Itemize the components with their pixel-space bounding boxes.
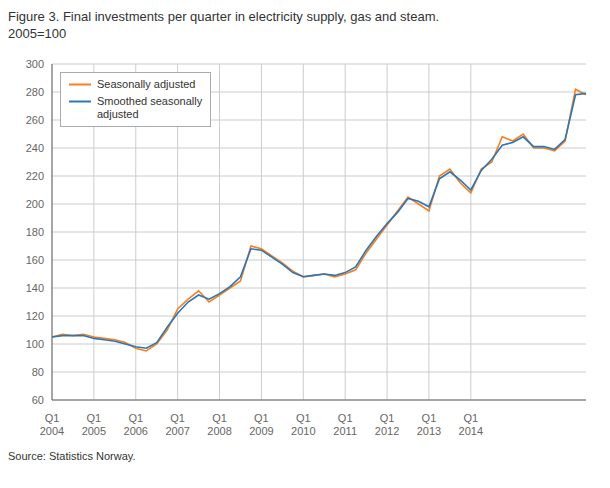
svg-text:160: 160 [26,254,44,266]
svg-text:300: 300 [26,58,44,70]
svg-text:Q12007: Q12007 [165,412,189,437]
svg-text:80: 80 [32,366,44,378]
svg-text:60: 60 [32,394,44,406]
html-text:Source: Statistics Norway.: Source: Statistics Norway. [8,450,136,462]
html-text:Figure 3. Final investments pe: Figure 3. Final investments per quarter … [8,9,440,24]
svg-text:200: 200 [26,198,44,210]
svg-text:100: 100 [26,338,44,350]
svg-text:Q12013: Q12013 [417,412,441,437]
svg-text:140: 140 [26,282,44,294]
svg-text:280: 280 [26,86,44,98]
svg-text:180: 180 [26,226,44,238]
svg-text:Q12012: Q12012 [375,412,399,437]
html-text:adjusted: adjusted [97,108,139,120]
svg-text:Q12011: Q12011 [333,412,357,437]
svg-text:260: 260 [26,114,44,126]
svg-text:Q12014: Q12014 [459,412,483,437]
svg-text:Q12006: Q12006 [124,412,148,437]
svg-text:Q12008: Q12008 [207,412,231,437]
html-text:Seasonally adjusted: Seasonally adjusted [97,78,196,90]
svg-text:Q12005: Q12005 [82,412,106,437]
html-text:Smoothed seasonally: Smoothed seasonally [97,95,203,107]
svg-text:Q12010: Q12010 [291,412,315,437]
svg-text:Q12004: Q12004 [40,412,64,437]
svg-text:220: 220 [26,170,44,182]
svg-text:Q12009: Q12009 [249,412,273,437]
svg-text:120: 120 [26,310,44,322]
html-text:2005=100: 2005=100 [8,26,67,41]
svg-text:240: 240 [26,142,44,154]
